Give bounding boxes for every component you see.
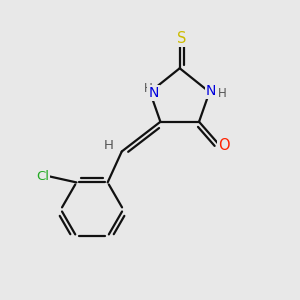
Text: H: H — [144, 82, 153, 95]
Text: H: H — [103, 139, 113, 152]
Text: N: N — [206, 84, 216, 98]
Text: O: O — [218, 138, 230, 153]
Text: Cl: Cl — [36, 170, 49, 183]
Text: S: S — [176, 31, 186, 46]
Text: N: N — [148, 85, 159, 100]
Text: H: H — [218, 87, 226, 100]
